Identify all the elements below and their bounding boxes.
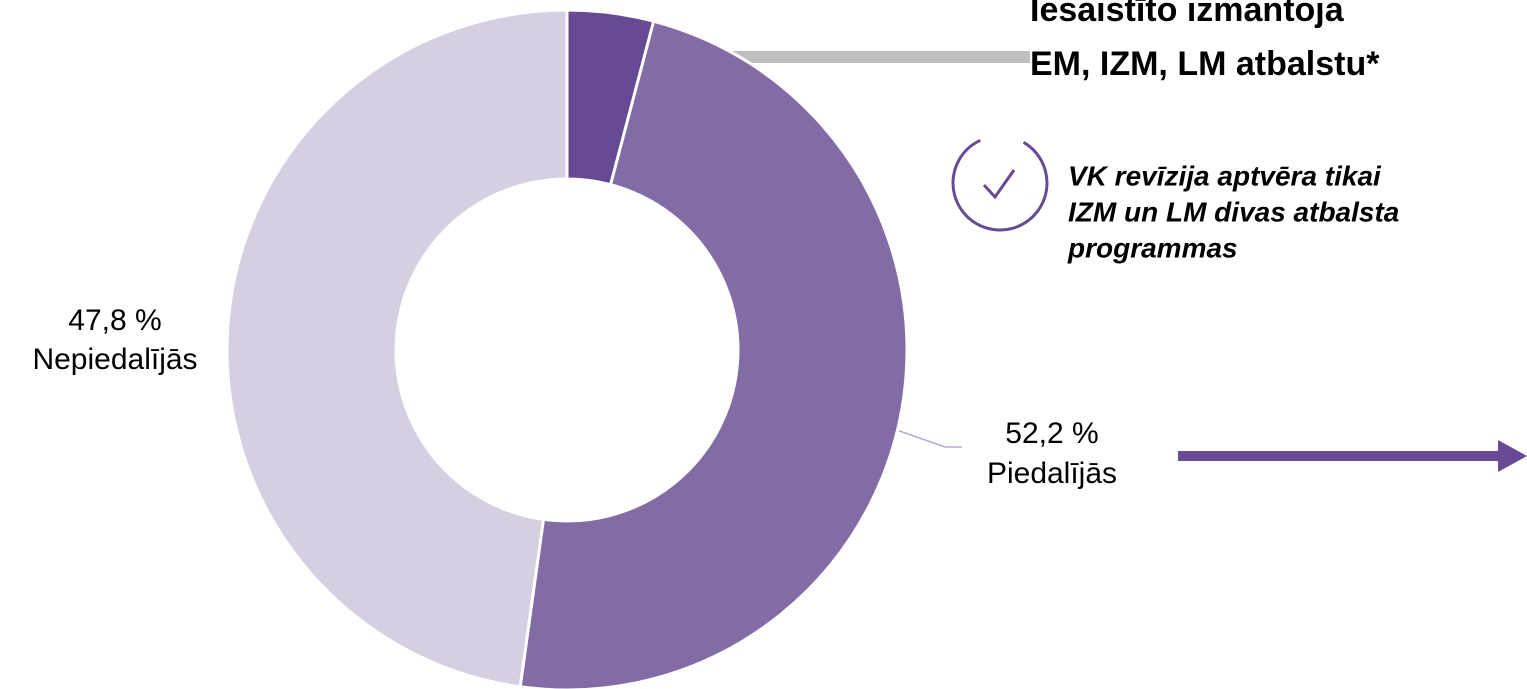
check-icon (951, 134, 1049, 232)
slice (518, 8, 909, 689)
note: IZM un LM divas atbalsta (1068, 196, 1399, 227)
highlight-slice (565, 8, 656, 187)
value-label: 52,2 % (1005, 417, 1098, 450)
slice (225, 8, 569, 689)
note: VK revīzija aptvēra tikai (1068, 160, 1382, 191)
purple-arrow (1178, 440, 1527, 472)
note: programmas (1067, 232, 1238, 263)
annotation: Iesaistīto izmantoja (1030, 0, 1345, 29)
value-label: 47,8 % (68, 304, 161, 337)
annotation: EM, IZM, LM atbalstu* (1030, 45, 1380, 83)
category-label: Piedalījās (987, 457, 1117, 490)
category-label: Nepiedalījās (32, 343, 197, 376)
